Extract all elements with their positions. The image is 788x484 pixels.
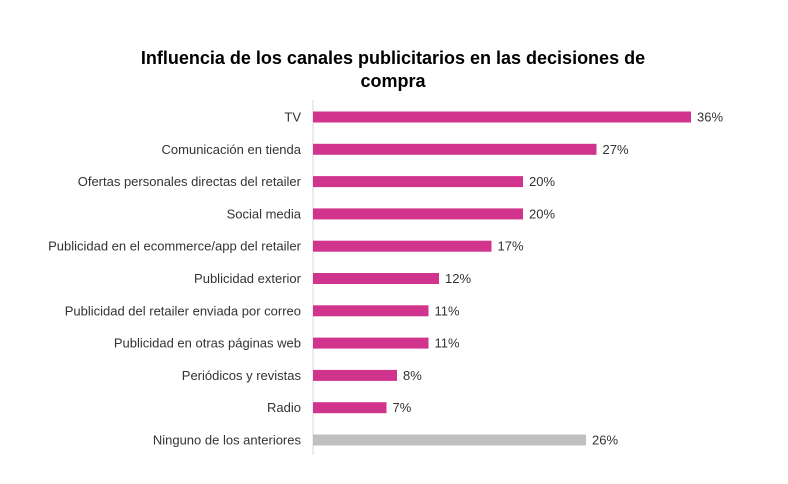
bar [313, 273, 439, 284]
bar [313, 305, 429, 317]
category-label: Periódicos y revistas [182, 368, 302, 383]
value-label: 20% [529, 174, 555, 189]
bar [313, 208, 523, 220]
bar [313, 111, 691, 123]
bar [313, 369, 397, 381]
category-label: Social media [227, 206, 302, 221]
category-label: Publicidad en el ecommerce/app del retai… [48, 239, 302, 254]
value-label: 26% [592, 433, 618, 448]
bar [313, 402, 387, 414]
category-label: Publicidad del retailer enviada por corr… [65, 303, 301, 318]
value-label: 36% [697, 110, 723, 125]
value-label: 17% [498, 239, 524, 254]
category-label: Ofertas personales directas del retailer [78, 174, 302, 189]
chart-title-line-2: compra [360, 71, 426, 91]
category-label: Comunicación en tienda [162, 142, 302, 157]
bar [313, 176, 523, 188]
bar [313, 240, 492, 252]
bar [313, 143, 597, 155]
bar [313, 337, 429, 349]
value-label: 7% [393, 400, 412, 415]
value-label: 11% [435, 303, 460, 318]
value-label: 11% [435, 336, 460, 351]
bars-group: TV 36% Comunicación en tienda 27% Ofertas pe… [48, 110, 723, 448]
value-label: 27% [603, 142, 629, 157]
value-label: 8% [403, 368, 422, 383]
category-label: Publicidad en otras páginas web [114, 336, 301, 351]
category-label: TV [284, 110, 301, 125]
chart-title-line-1: Influencia de los canales publicitarios … [141, 48, 645, 68]
category-label: Publicidad exterior [194, 271, 302, 286]
category-label: Ninguno de los anteriores [153, 433, 302, 448]
value-label: 12% [445, 271, 471, 286]
bar [313, 434, 586, 446]
category-label: Radio [267, 400, 301, 415]
value-label: 20% [529, 206, 555, 221]
